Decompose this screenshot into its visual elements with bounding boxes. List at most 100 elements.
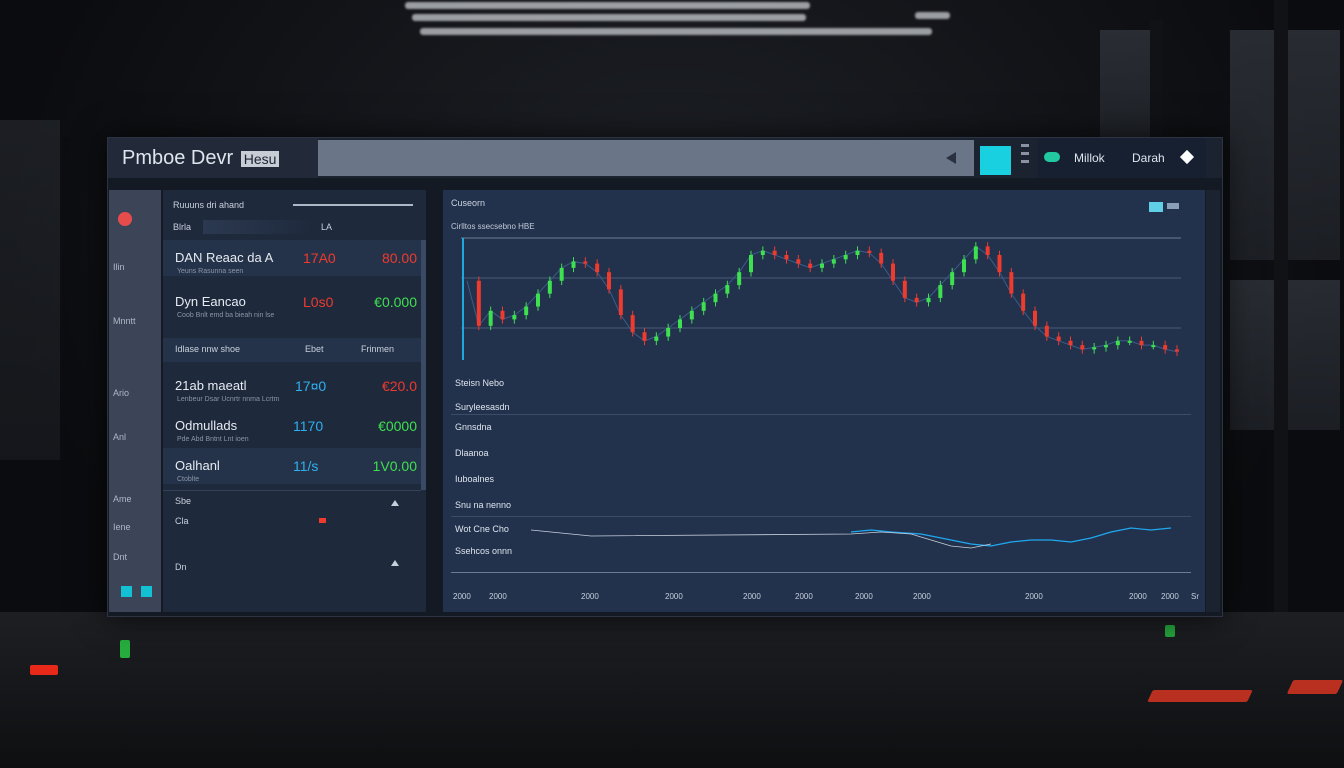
toolbar-label-1[interactable]: Millok: [1074, 151, 1105, 165]
ceiling-light: [915, 12, 950, 19]
candle: [476, 280, 481, 326]
candle: [512, 315, 517, 320]
candle: [772, 250, 777, 256]
header-fade: [203, 220, 313, 234]
candle: [808, 263, 813, 268]
ceiling-light: [420, 28, 932, 35]
candle: [926, 297, 931, 303]
x-axis-tick: 2000: [1161, 592, 1179, 601]
candle: [583, 261, 588, 264]
candle: [559, 267, 564, 281]
watchlist-row[interactable]: Dyn Eancao L0s0 €0.000 Coob Bnlt emd ba …: [163, 284, 421, 320]
candle: [1127, 340, 1132, 343]
list-view-icon[interactable]: [141, 586, 152, 597]
sidebar-item[interactable]: Ario: [113, 388, 130, 398]
candle: [1044, 325, 1049, 337]
chart-options-button[interactable]: [1167, 203, 1179, 209]
candle: [796, 259, 801, 264]
collapse-arrow-icon[interactable]: [946, 152, 956, 164]
sidebar-item[interactable]: Iene: [113, 522, 131, 532]
x-axis-tick: 2000: [1129, 592, 1147, 601]
footer-item[interactable]: Dn: [175, 562, 187, 572]
candle: [855, 250, 860, 256]
watchlist-subheader: Blrla: [173, 222, 192, 232]
x-axis-tick: 2000: [855, 592, 873, 601]
list-scrollbar[interactable]: [421, 240, 426, 490]
toolbar-label-2[interactable]: Darah: [1132, 151, 1165, 165]
window-pane: [1100, 30, 1150, 150]
candle: [678, 319, 682, 328]
candles: [476, 242, 1179, 356]
active-layout-button[interactable]: [980, 146, 1011, 175]
cloud-icon[interactable]: [1044, 152, 1060, 162]
row-change: €0000: [378, 418, 417, 434]
watchlist-row[interactable]: DAN Reaac da A 17A0 80.00 Yeuns Rasunna …: [163, 240, 421, 276]
up-marker-icon: [391, 500, 399, 506]
watchlist-row[interactable]: Oalhanl 11/s 1V0.00 Ctoblte: [163, 448, 421, 484]
candle: [1139, 340, 1144, 346]
candle: [1021, 293, 1026, 311]
row-price: 17¤0: [295, 378, 327, 394]
row-price: 17A0: [303, 250, 336, 266]
watchlist-row[interactable]: 21ab maeatl 17¤0 €20.0 Lenbeur Dsar Ucnr…: [163, 368, 421, 404]
desk-glow: [30, 665, 58, 675]
candle: [867, 250, 872, 253]
chart-toggle-button[interactable]: [1149, 202, 1163, 212]
watchlist-row[interactable]: Odmullads 1170 €0000 Pde Abd Bntnt Lnt i…: [163, 408, 421, 444]
ceiling-light: [412, 14, 806, 21]
notification-dot-icon[interactable]: [118, 212, 132, 226]
app-title-text: Pmboe Devr: [122, 147, 234, 169]
sidebar-item[interactable]: Ilin: [113, 262, 125, 272]
desk-glow: [120, 640, 130, 658]
candle: [843, 255, 848, 260]
row-change: €0.000: [374, 294, 417, 310]
grid-view-icon[interactable]: [121, 586, 132, 597]
pillar: [1274, 0, 1288, 612]
row-symbol: Idlase nnw shoe: [175, 344, 241, 354]
sidebar-item[interactable]: Anl: [113, 432, 127, 442]
row-divider: [451, 572, 1191, 573]
toolbar-group: [1038, 138, 1206, 178]
candle: [618, 289, 623, 316]
candle: [607, 272, 611, 290]
candle: [654, 336, 659, 341]
metric-label: Snu na nenno: [455, 500, 512, 510]
candle: [725, 285, 730, 294]
candle: [1033, 310, 1037, 326]
row-detail: Coob Bnlt emd ba bieah nin lse: [177, 312, 275, 319]
candle: [891, 263, 895, 281]
x-axis-tick: 2000: [665, 592, 683, 601]
footer-item[interactable]: Sbe: [175, 496, 192, 506]
search-input[interactable]: [318, 140, 974, 176]
candle: [985, 246, 990, 256]
candle: [962, 259, 966, 273]
x-axis-tick: 2000: [913, 592, 931, 601]
candle: [1068, 340, 1073, 346]
watchlist-row[interactable]: Idlase nnw shoe Ebet Frinmen: [163, 338, 421, 362]
footer-item[interactable]: Cla: [175, 516, 189, 526]
desk-glow: [1147, 690, 1253, 702]
candle: [879, 252, 884, 264]
corner-label: Sr: [1191, 592, 1199, 601]
candle: [737, 272, 742, 286]
sidebar: Ilin Mnntt Ario Anl Ame Iene Dnt: [109, 190, 161, 612]
candle: [1092, 347, 1097, 350]
metric-label: Ssehcos onnn: [455, 546, 513, 556]
sidebar-item[interactable]: Ame: [113, 494, 132, 504]
row-symbol: DAN Reaac da A: [175, 250, 274, 265]
candle: [689, 310, 694, 320]
watchlist-panel: Ruuuns dri ahand Blrla LA DAN Reaac da A…: [163, 190, 426, 612]
candle: [820, 263, 824, 268]
candle: [1115, 340, 1120, 346]
sidebar-item[interactable]: Mnntt: [113, 316, 136, 326]
candle: [760, 250, 765, 256]
up-marker-icon: [391, 560, 399, 566]
candle: [701, 302, 706, 311]
candle: [950, 272, 955, 286]
row-detail: Lenbeur Dsar Ucnrtr nnma Lcrtm: [177, 396, 280, 403]
candle: [938, 285, 943, 298]
watchlist-header: Ruuuns dri ahand: [173, 200, 245, 210]
x-axis-tick: 2000: [1025, 592, 1043, 601]
sidebar-item[interactable]: Dnt: [113, 552, 128, 562]
menu-bars-icon[interactable]: [1021, 144, 1029, 174]
